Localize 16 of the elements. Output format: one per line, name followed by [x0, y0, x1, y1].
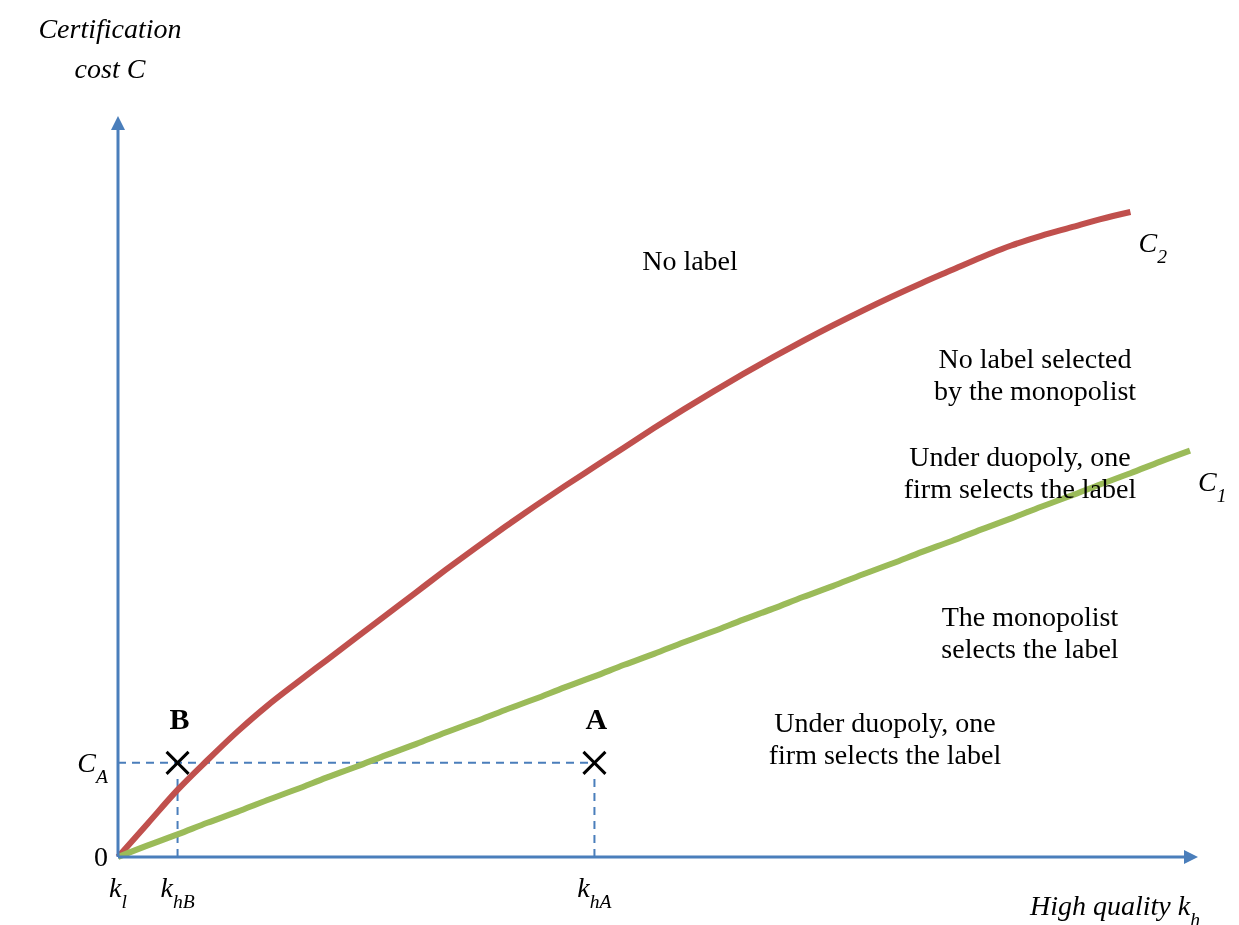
annotation: 0 [94, 841, 108, 872]
series-label: C$_{1}$ [1198, 465, 1227, 506]
annotation: The monopolist selects the label [941, 601, 1119, 664]
annotation: B [169, 701, 190, 735]
annotation: No label [642, 245, 739, 276]
ref-line-label: C$_{A}$ [77, 746, 110, 787]
y-axis-title: Certification cost C [38, 13, 182, 84]
x-tick-label: k$_{hB}$ [160, 872, 195, 912]
x-tick-label: k$_{l}$ [109, 872, 128, 912]
x-tick-label: k$_{hA}$ [577, 872, 613, 912]
annotation: A [585, 701, 608, 735]
annotation: Under duopoly, one firm selects the label [903, 441, 1137, 504]
series-label: C$_{2}$ [1138, 227, 1168, 267]
x-axis-title: High quality k$_{h}$ [1029, 890, 1200, 925]
annotation: No label selected by the monopolist [933, 343, 1137, 406]
annotation: Under duopoly, one firm selects the label [768, 707, 1002, 770]
